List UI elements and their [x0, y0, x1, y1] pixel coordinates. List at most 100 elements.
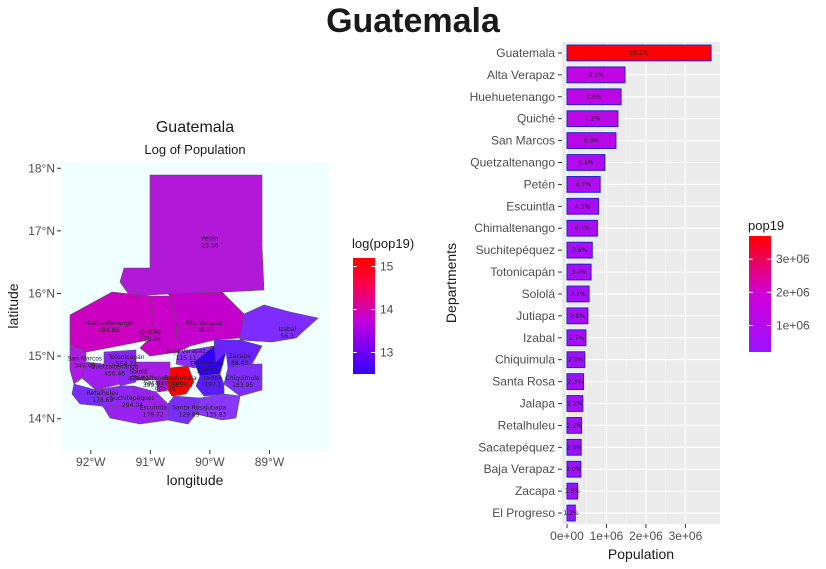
map-subtitle: Log of Population — [144, 142, 245, 157]
map-region-value: 135.83 — [205, 411, 226, 418]
bar-data-label: 3.1% — [570, 291, 586, 298]
bar-category-label: Alta Verapaz — [487, 68, 555, 82]
map-regions — [69, 174, 319, 425]
map-region-name: Alta Verapaz — [185, 320, 223, 327]
map-region-value: 450.46 — [104, 371, 125, 378]
map-region-name: Escuintla — [140, 404, 168, 411]
map-region-value: 993.76 — [155, 386, 176, 393]
bar-data-label: 3.6% — [572, 247, 588, 254]
map-region-name: Quetzaltenango — [91, 364, 139, 371]
bar-data-label: 4.3% — [575, 225, 591, 232]
bar-category-label: Escuintla — [506, 199, 555, 213]
map-y-tick-label: 17°N — [28, 224, 55, 238]
region-san-marcos — [69, 343, 87, 385]
bar-category-label: Sacatepéquez — [478, 440, 555, 454]
map-region-name: Quiché — [140, 329, 161, 336]
map-region-value: 129.89 — [179, 411, 200, 418]
bar-legend-tick-label: 1e+06 — [776, 318, 810, 332]
bar-category-label: Santa Rosa — [492, 375, 555, 389]
bar-category-label: Chimaltenango — [474, 221, 555, 235]
main-title: Guatemala — [326, 2, 500, 40]
map-y-tick-label: 15°N — [28, 349, 55, 363]
map-region-name: Chiquimula — [226, 375, 260, 382]
map-region-value: 136.86 — [193, 327, 214, 334]
map-region-value: 399.93 — [143, 382, 164, 389]
bar-category-label: San Marcos — [491, 134, 555, 148]
bar — [566, 197, 600, 215]
map-legend-tick-label: 15 — [380, 260, 394, 274]
bar-data-label: 4.7% — [576, 181, 592, 188]
bar-category-label: Suchitepéquez — [476, 243, 555, 257]
bar-data-label: 2.2% — [567, 401, 583, 408]
map-region-name: Guatemala — [164, 375, 197, 382]
bar-data-label: 2.0% — [566, 466, 582, 473]
map-y-tick-label: 18°N — [28, 161, 55, 175]
map-region-value: 56.3 — [281, 333, 295, 340]
bar-category-label: Jutiapa — [516, 309, 555, 323]
bar-data-label: 8.1% — [588, 72, 604, 79]
map-region-name: Chimaltenango — [130, 375, 176, 382]
map-legend-gradient — [353, 258, 375, 374]
bar-category-label: Sololá — [522, 287, 556, 301]
bar — [566, 482, 579, 500]
map-region-value: 178.72 — [143, 411, 164, 418]
bar-category-label: Chiquimula — [495, 353, 555, 367]
bar — [566, 351, 586, 369]
bar-legend-title: pop19 — [748, 218, 784, 233]
bar — [566, 285, 590, 303]
map-legend-tick-label: 14 — [380, 303, 394, 317]
bar-data-label: 3.4% — [571, 269, 587, 276]
bar-x-axis-title: Population — [608, 546, 674, 562]
bar — [566, 66, 626, 84]
bar-legend-ticks: 1e+06 2e+06 3e+06 — [749, 252, 810, 332]
bar-data-label: 5.4% — [578, 160, 594, 167]
map-region-value: 175.04 — [140, 336, 161, 343]
map-region-value: 294.04 — [122, 402, 143, 409]
map-y-axis-title: latitude — [5, 283, 21, 328]
map-region-value: 340.49 — [74, 362, 95, 369]
bar — [566, 241, 593, 259]
bar-legend-tick-label: 3e+06 — [776, 252, 810, 266]
map-region-name: Petén — [201, 235, 218, 242]
map-x-tick-label: 90°W — [195, 455, 225, 469]
bar — [566, 219, 598, 237]
region-alta-verapaz — [167, 291, 245, 353]
map-region-name: El Progreso — [190, 360, 224, 367]
map-region-name: Izabal — [278, 326, 296, 333]
map-x-tick-label: 92°W — [76, 455, 106, 469]
map-region-name: Baja Verapaz — [166, 348, 205, 355]
bar-category-label: Totonicapán — [490, 265, 555, 279]
map-region-value: 184.83 — [98, 327, 119, 334]
map-region-value: 470.62 — [128, 376, 149, 383]
bar-legend-tick-label: 2e+06 — [776, 285, 810, 299]
bar-data-label: 1.5% — [565, 488, 581, 495]
map-region-value: 104.77 — [196, 367, 217, 374]
bar-x-tick-label: 0e+00 — [550, 529, 584, 543]
map-region-name: Jalapa — [203, 374, 223, 381]
bar-chart: 20.2% 8.1% 7.6% 7.2% 6.9% 5.4% 4.7% 4.5% 4.3% 3.6… — [443, 42, 810, 562]
map-region-name: Sacatepéquez — [144, 379, 186, 386]
bar — [566, 88, 622, 106]
map-title: Guatemala — [156, 119, 234, 136]
bar-data-label: 2.7% — [569, 335, 585, 342]
bar-category-label: Baja Verapaz — [484, 462, 555, 476]
map-legend-tick-label: 13 — [380, 346, 394, 360]
bar-data-label: 2.9% — [570, 313, 586, 320]
bar-data-label: 20.2% — [630, 50, 649, 57]
map-region-value: 1585.34 — [168, 382, 193, 389]
map-region-name: Sololá — [129, 369, 147, 376]
map-region-value: 197.1 — [204, 381, 221, 388]
bar-category-label: Zacapa — [515, 484, 555, 498]
bar-category-label: Retalhuleu — [498, 418, 555, 432]
bar-category-label: El Progreso — [492, 506, 555, 520]
map-legend-title: log(pop19) — [352, 236, 414, 251]
map-region-value: 183.95 — [232, 382, 253, 389]
map-x-tick-label: 91°W — [136, 455, 166, 469]
map-y-tick-label: 14°N — [28, 412, 55, 426]
bar — [566, 373, 585, 390]
bar-data-label: 2.1% — [567, 422, 583, 429]
map-x-tick-label: 89°W — [255, 455, 285, 469]
bar — [566, 329, 587, 347]
map-x-ticks: 92°W 91°W 90°W 89°W — [76, 450, 285, 469]
region-totonicapan — [103, 349, 137, 367]
